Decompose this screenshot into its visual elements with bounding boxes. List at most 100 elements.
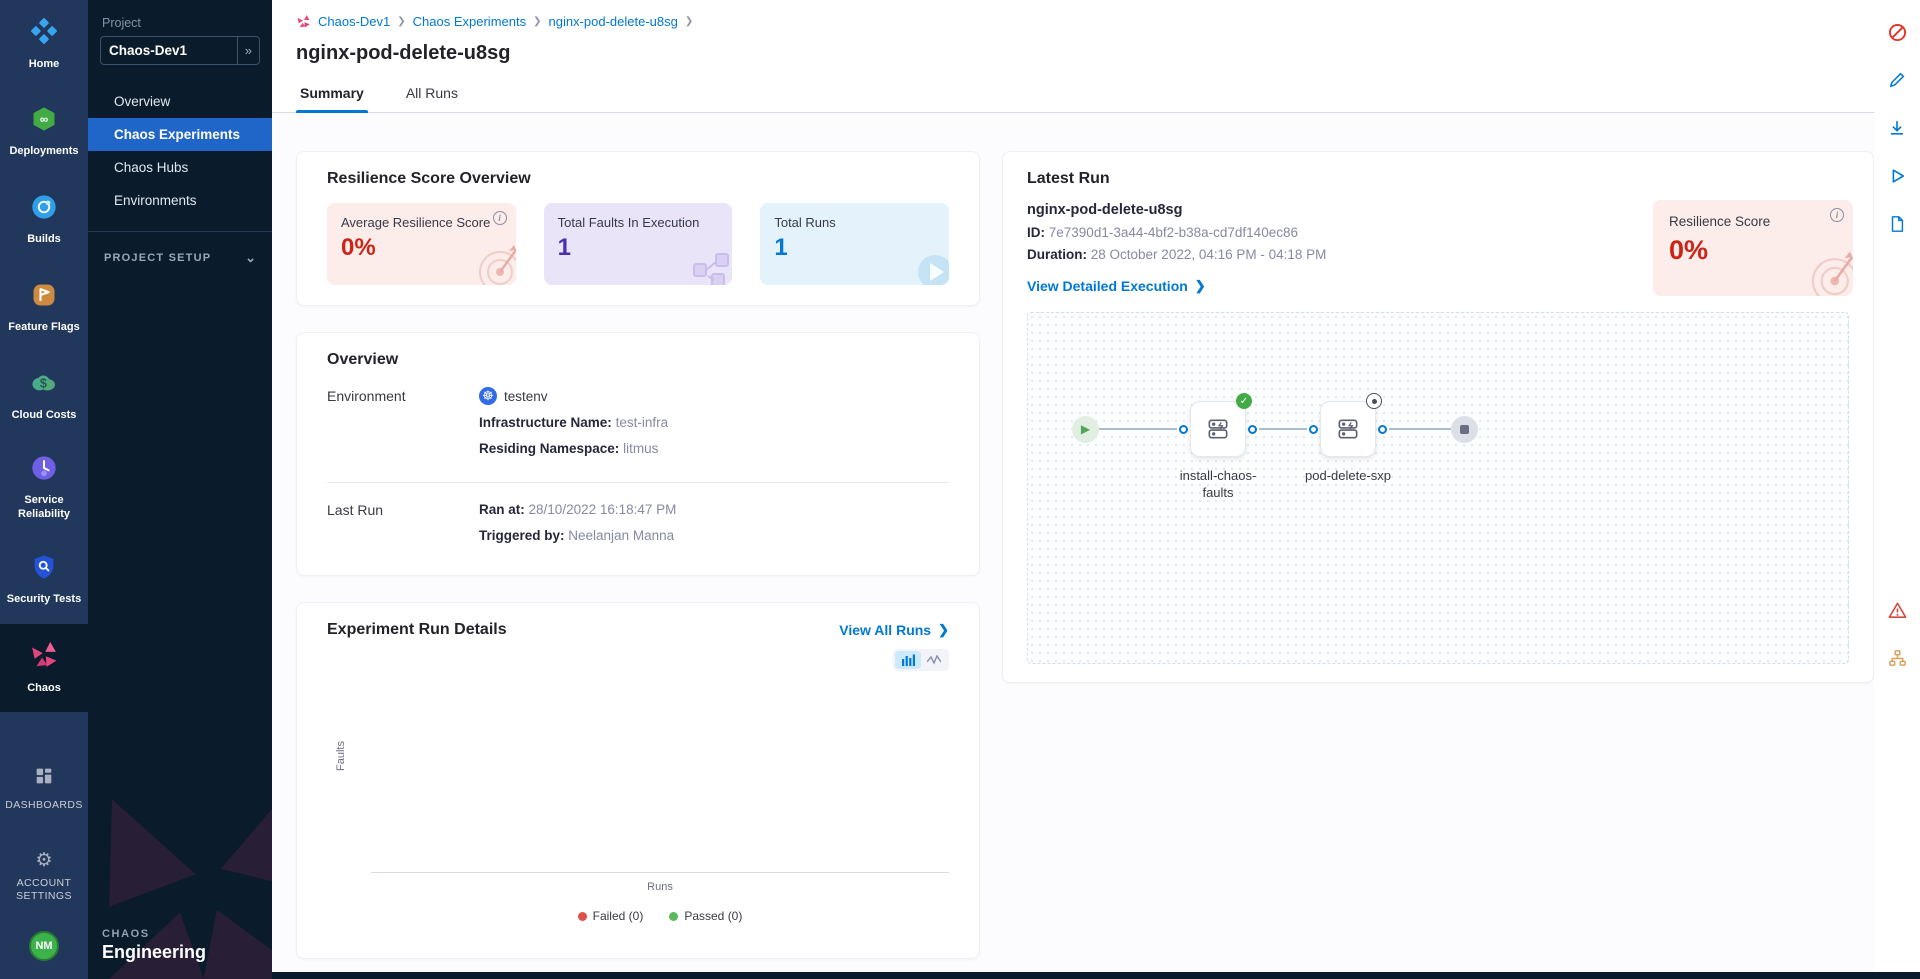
- latest-run-name: nginx-pod-delete-u8sg: [1027, 202, 1183, 218]
- sidebar-item-label: DASHBOARDS: [5, 799, 83, 812]
- stat-label: Total Faults In Execution: [557, 215, 700, 230]
- run-id-value: 7e7390d1-3a44-4bf2-b38a-cd7df140ec86: [1048, 225, 1298, 240]
- last-run-value: Ran at: 28/10/2022 16:18:47 PM Triggered…: [479, 501, 949, 553]
- project-name: Chaos-Dev1: [109, 43, 188, 58]
- pipeline-row: ▶ ✓ install-chaos-faults pod-delete-s: [1072, 393, 1478, 500]
- pipeline-edge: [1389, 428, 1451, 430]
- section-title: Overview: [327, 351, 399, 368]
- infrastructure-value: test-infra: [615, 415, 669, 430]
- breadcrumb-separator: ❯: [397, 16, 406, 27]
- project-setup-toggle[interactable]: PROJECT SETUP ⌄: [88, 232, 272, 266]
- page-head: Chaos-Dev1 ❯ Chaos Experiments ❯ nginx-p…: [272, 0, 1920, 65]
- stat-label: Average Resilience Score: [341, 215, 491, 230]
- view-all-runs-link[interactable]: View All Runs ❯: [839, 622, 949, 638]
- duration-value: 28 October 2022, 04:16 PM - 04:18 PM: [1090, 247, 1327, 262]
- pipeline-diagram: ▶ ✓ install-chaos-faults pod-delete-s: [1027, 312, 1849, 664]
- bar-chart-toggle-icon[interactable]: [895, 651, 921, 669]
- brand-engineering-label: Engineering: [102, 942, 207, 962]
- line-chart-toggle-icon[interactable]: [921, 651, 947, 669]
- nav-item-overview[interactable]: Overview: [114, 94, 171, 109]
- ran-at-value: 28/10/2022 16:18:47 PM: [528, 502, 677, 517]
- legend-item-passed[interactable]: Passed (0): [669, 909, 742, 923]
- environment-label: Environment: [327, 388, 406, 404]
- sidebar-item-cloud-costs[interactable]: $ Cloud Costs: [0, 352, 88, 440]
- triggered-by-label: Triggered by:: [479, 528, 565, 543]
- failed-dot-icon: [577, 911, 587, 921]
- breadcrumb-separator: ❯: [533, 16, 542, 27]
- divider: [327, 482, 949, 483]
- pipeline-node-pod-delete-sxp[interactable]: pod-delete-sxp: [1305, 393, 1391, 483]
- project-selector[interactable]: Chaos-Dev1 »: [100, 36, 260, 65]
- breadcrumb-link-project[interactable]: Chaos-Dev1: [318, 14, 391, 29]
- sidebar-item-label: Feature Flags: [8, 321, 80, 334]
- breadcrumb-link-experiment[interactable]: nginx-pod-delete-u8sg: [548, 14, 678, 29]
- nav-item-chaos-experiments[interactable]: Chaos Experiments: [88, 118, 272, 151]
- environment-row: Environment ☸ testenv Infrastructure Nam…: [327, 387, 949, 466]
- manifest-file-icon[interactable]: [1887, 214, 1907, 234]
- disable-schedule-icon[interactable]: [1887, 22, 1907, 42]
- dashboards-icon: [33, 765, 55, 792]
- gear-icon: ⚙: [35, 849, 53, 871]
- pipeline-node-label: pod-delete-sxp: [1305, 468, 1391, 483]
- last-run-row: Last Run Ran at: 28/10/2022 16:18:47 PM …: [327, 501, 949, 553]
- nav-item-environments[interactable]: Environments: [114, 193, 197, 208]
- sidebar-item-security-tests[interactable]: Security Tests: [0, 536, 88, 624]
- sidebar-item-deployments[interactable]: ∞ Deployments: [0, 88, 88, 176]
- chevron-right-icon: ❯: [1194, 278, 1206, 293]
- tab-all-runs[interactable]: All Runs: [405, 85, 458, 101]
- sidebar-item-home[interactable]: Home: [0, 0, 88, 88]
- pipeline-connector: [1248, 424, 1257, 434]
- latest-run-panel: Latest Run nginx-pod-delete-u8sg ID: 7e7…: [1002, 151, 1874, 683]
- view-detailed-execution-link[interactable]: View Detailed Execution ❯: [1027, 278, 1206, 294]
- sitemap-icon[interactable]: [1887, 648, 1907, 668]
- page-title: nginx-pod-delete-u8sg: [296, 42, 511, 64]
- edit-pencil-icon[interactable]: [1887, 70, 1907, 90]
- info-icon[interactable]: i: [1830, 208, 1844, 222]
- kubernetes-icon: ☸: [479, 387, 497, 405]
- security-tests-icon: [30, 553, 58, 586]
- avatar[interactable]: NM: [29, 931, 59, 961]
- info-icon[interactable]: i: [492, 211, 507, 225]
- sidebar-item-label: Home: [28, 58, 60, 71]
- namespace-value: litmus: [623, 441, 659, 456]
- sidebar-item-feature-flags[interactable]: Feature Flags: [0, 264, 88, 352]
- divider: [88, 231, 272, 232]
- chaos-icon: [29, 640, 59, 675]
- resilience-score-card: Resilience Score 0% i: [1653, 200, 1853, 296]
- sidebar-item-label: Deployments: [9, 145, 79, 158]
- success-check-icon: ✓: [1236, 393, 1252, 409]
- tab-summary[interactable]: Summary: [296, 79, 368, 113]
- sidebar-item-account-settings[interactable]: ⚙ ACCOUNT SETTINGS: [0, 833, 88, 921]
- pipeline-start-icon: ▶: [1072, 415, 1099, 443]
- chevron-right-icon: ❯: [938, 622, 949, 637]
- expand-icon[interactable]: »: [236, 37, 259, 64]
- pipeline-end-icon: [1451, 415, 1478, 443]
- stat-total-faults: Total Faults In Execution 1: [543, 203, 733, 285]
- pipeline-edge: [1099, 428, 1177, 430]
- sidebar-item-builds[interactable]: Builds: [0, 176, 88, 264]
- chevron-down-icon: ⌄: [245, 250, 256, 265]
- stat-row: Average Resilience Score 0% i Total Faul…: [327, 203, 950, 285]
- section-title: Resilience Score Overview: [327, 170, 531, 187]
- breadcrumb: Chaos-Dev1 ❯ Chaos Experiments ❯ nginx-p…: [296, 14, 1860, 29]
- download-icon[interactable]: [1887, 118, 1907, 138]
- pipeline-node-install-chaos-faults[interactable]: ✓ install-chaos-faults: [1180, 393, 1256, 500]
- sidebar-item-label: ACCOUNT SETTINGS: [16, 876, 72, 902]
- sidebar-item-chaos[interactable]: Chaos: [0, 623, 88, 712]
- brand-block: CHAOS Engineering: [102, 928, 206, 963]
- infrastructure-label: Infrastructure Name:: [479, 415, 612, 430]
- legend-item-failed[interactable]: Failed (0): [577, 909, 643, 923]
- cloud-costs-icon: $: [29, 369, 59, 402]
- stat-value: 1: [774, 234, 788, 261]
- run-experiment-icon[interactable]: [1887, 166, 1907, 186]
- project-sidebar: Project Chaos-Dev1 » Overview Chaos Expe…: [88, 0, 272, 979]
- sidebar-item-service-reliability[interactable]: Service Reliability: [0, 440, 88, 536]
- sidebar-item-dashboards[interactable]: DASHBOARDS: [0, 745, 88, 833]
- breadcrumb-link-experiments[interactable]: Chaos Experiments: [412, 14, 527, 29]
- duration-label: Duration:: [1027, 247, 1087, 262]
- overview-card: Overview Environment ☸ testenv Infrastru…: [296, 332, 980, 576]
- namespace-label: Residing Namespace:: [479, 441, 620, 456]
- alert-icon[interactable]: [1887, 600, 1907, 620]
- nav-item-chaos-hubs[interactable]: Chaos Hubs: [114, 160, 189, 175]
- environment-name: testenv: [504, 388, 548, 404]
